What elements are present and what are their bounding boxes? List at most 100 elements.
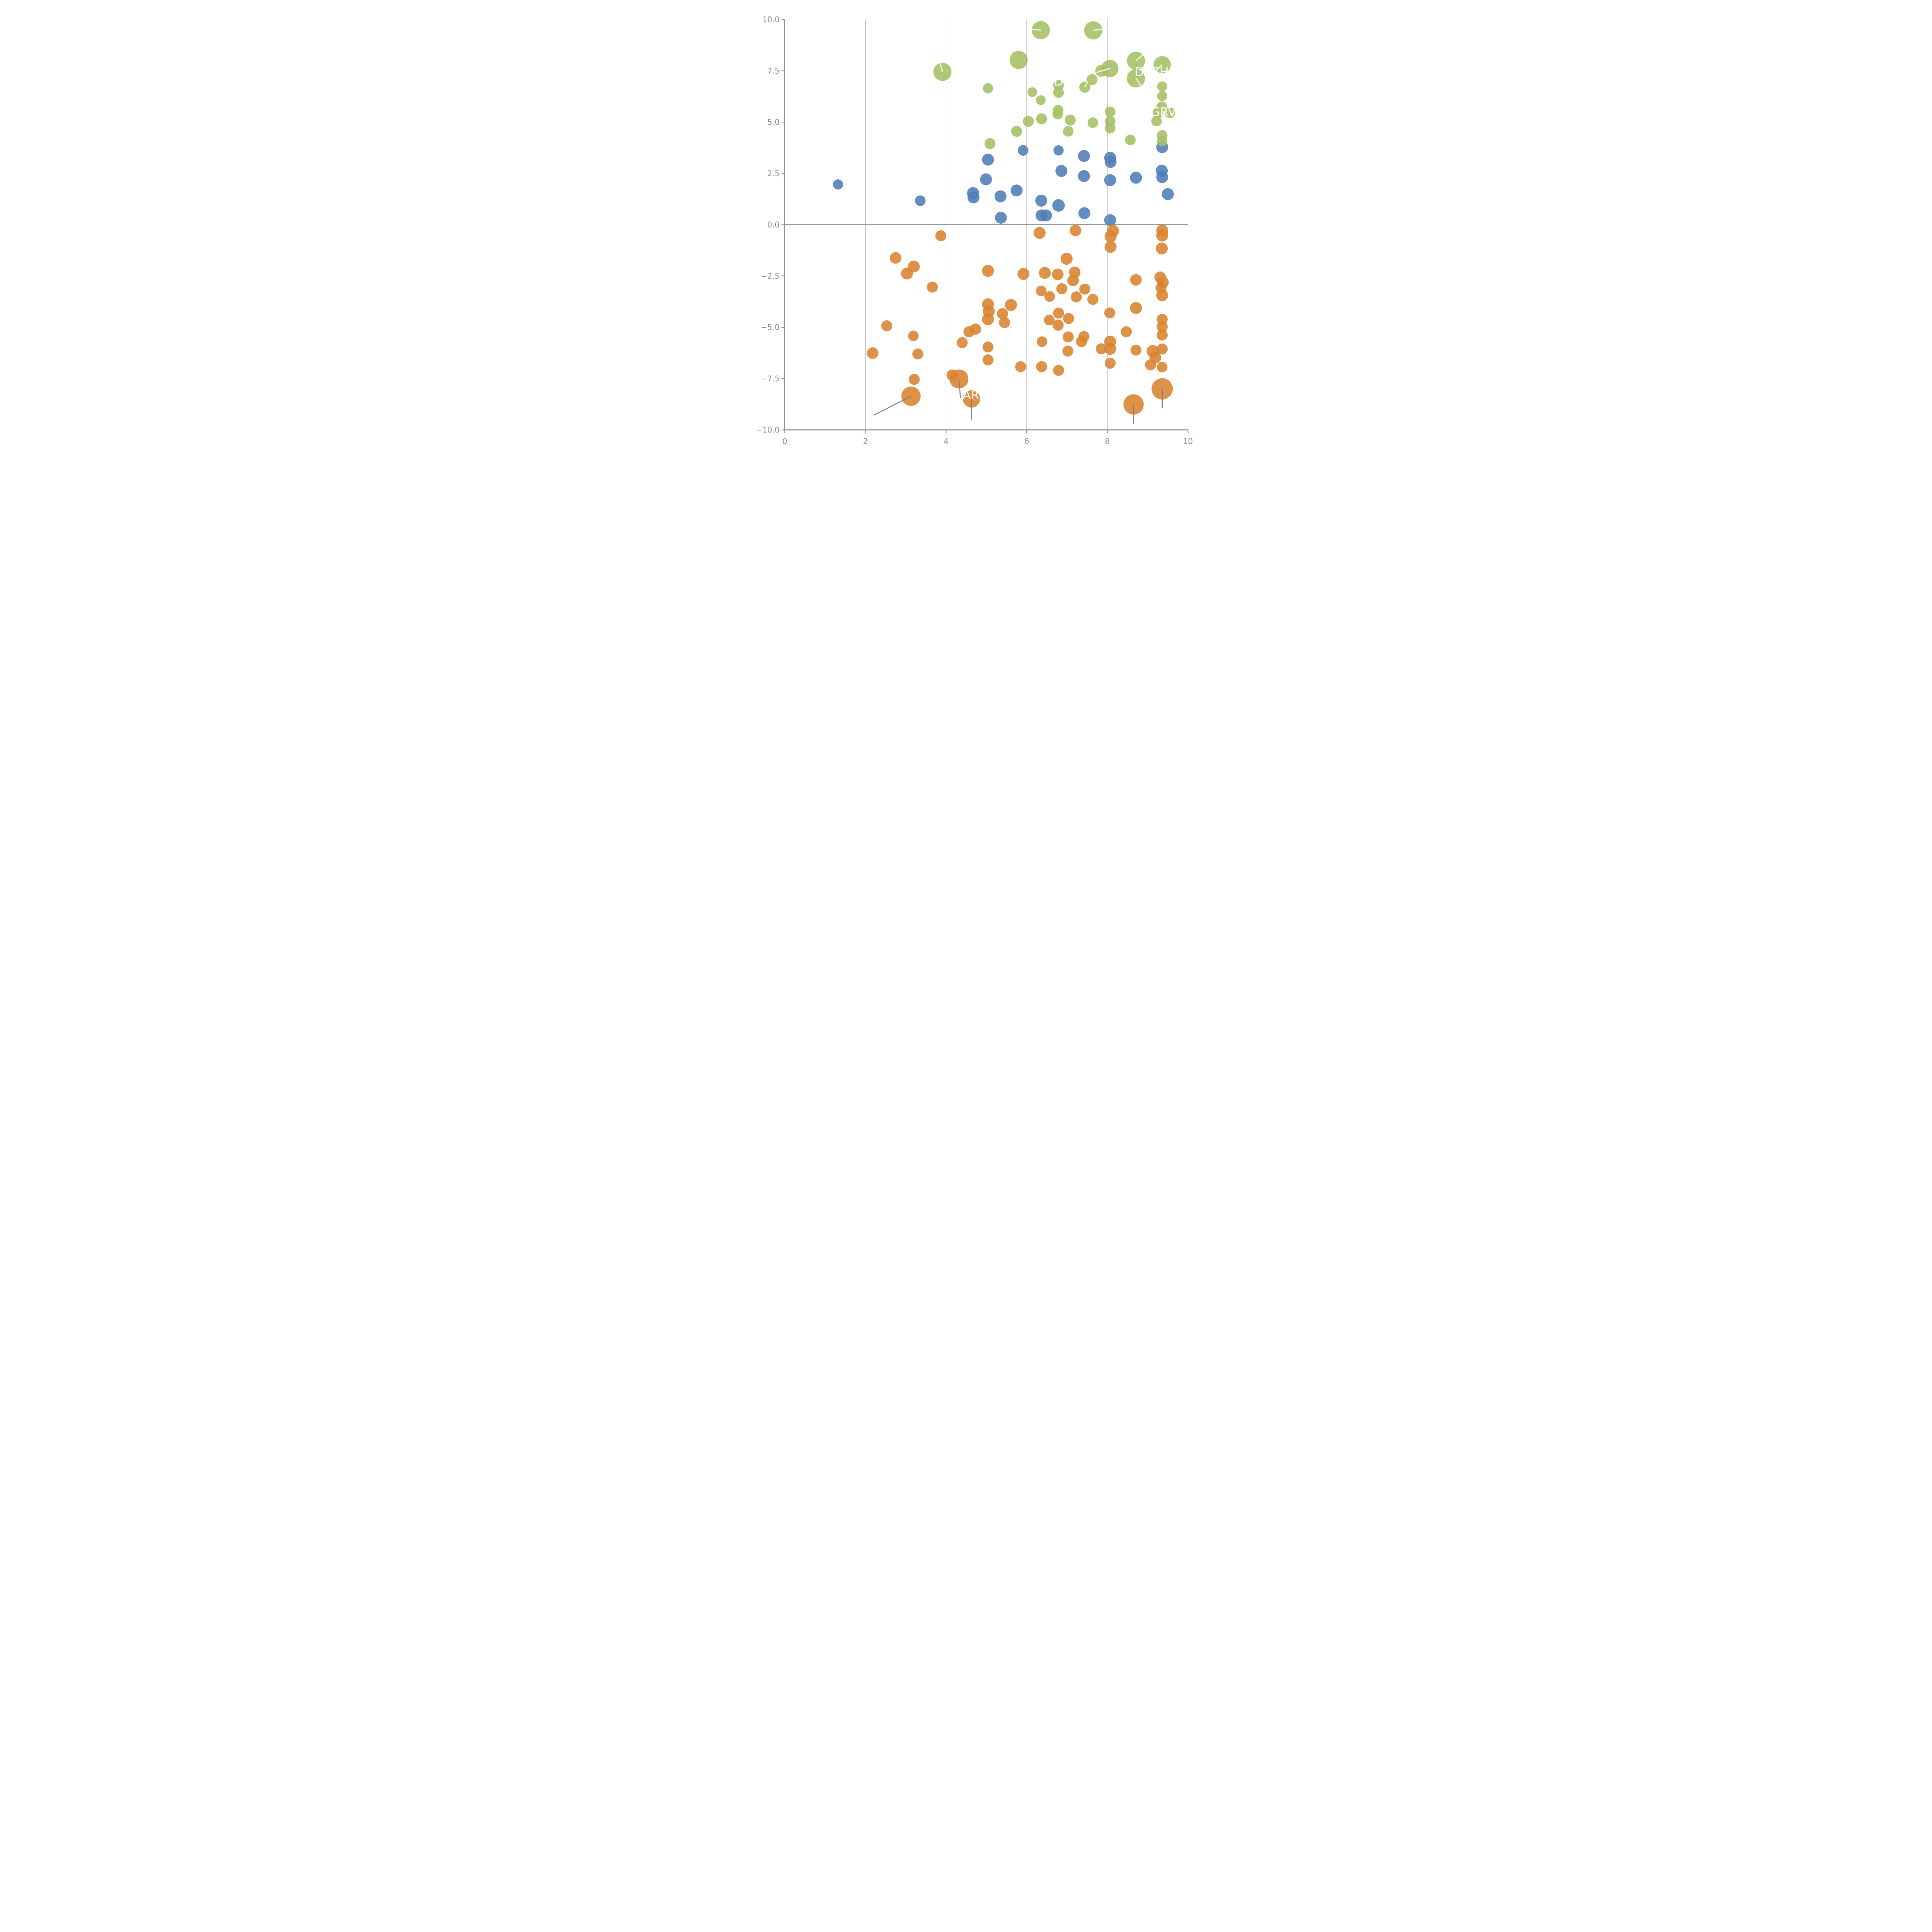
- bubble-orange: [1156, 230, 1168, 242]
- bubble-orange: [1056, 283, 1068, 294]
- bubble-needle: [874, 396, 912, 416]
- bubble-needle: [1135, 78, 1142, 88]
- bubble-orange: [1037, 336, 1048, 347]
- scatter-plot-svg: 10.0 7.5 5.0 2.5 0.0 −2.5 −5.0 −7.5 −10.00 2 4 6 8 10…: [756, 15, 1193, 446]
- bubble-blue: [1078, 170, 1090, 182]
- bubble-orange: [1130, 274, 1142, 286]
- bubble-blue: [833, 179, 843, 190]
- bubble-green: [1036, 95, 1046, 105]
- bubble-green: [1157, 81, 1167, 92]
- bubble-orange: [1053, 365, 1064, 376]
- bubble-orange: [1095, 343, 1107, 355]
- bubble-orange: [1079, 283, 1090, 295]
- bubble-blue: [995, 211, 1007, 224]
- bubble-needle: [939, 63, 943, 72]
- bubble-orange: [997, 308, 1008, 320]
- bubble-needle: [1093, 27, 1109, 31]
- bubble-blue: [982, 153, 994, 166]
- bubble-blue: [994, 190, 1007, 202]
- y-axis-tick-label: −5.0: [761, 323, 780, 332]
- bubble-orange: [1005, 299, 1017, 311]
- bubble-orange: [1017, 268, 1030, 280]
- x-axis-tick-label: 6: [1024, 437, 1029, 446]
- bubble-green: [1086, 74, 1098, 85]
- bubble-orange: [1063, 313, 1074, 324]
- bubble-orange: [935, 230, 947, 242]
- bubble-blue: [1130, 172, 1142, 184]
- bubble-blue: [1053, 145, 1064, 156]
- bubble-orange: [982, 354, 994, 366]
- bubble-orange: [970, 323, 981, 335]
- bubble-green: [1164, 107, 1175, 118]
- bubble-orange: [1156, 329, 1168, 341]
- bubble-blue: [1052, 199, 1065, 212]
- bubble-orange: [881, 320, 893, 332]
- bubble-needle: [1096, 68, 1110, 73]
- bubble-blue: [980, 173, 992, 185]
- bubble-orange: [1053, 308, 1064, 319]
- y-axis-tick-label: −10.0: [756, 425, 779, 435]
- bubble-green: [1152, 107, 1163, 118]
- bubble-scatter-chart: 10.0 7.5 5.0 2.5 0.0 −2.5 −5.0 −7.5 −10.0 0 2 4 6 8 10…: [724, 0, 1208, 483]
- bubble-orange: [927, 281, 938, 293]
- bubble-green: [1063, 126, 1074, 137]
- bubble-orange: [912, 348, 923, 360]
- bubble-orange: [1063, 331, 1074, 343]
- bubble-green: [1156, 136, 1168, 147]
- bubble-orange: [1130, 302, 1142, 314]
- bubble-orange: [999, 317, 1010, 328]
- bubble-orange: [1121, 326, 1132, 337]
- bubble-orange: [1070, 224, 1082, 236]
- bubble-orange: [1015, 361, 1026, 372]
- bubble-label: GRV: [1151, 105, 1176, 119]
- bubble-blue: [1010, 184, 1023, 197]
- bubble-green: [1052, 109, 1063, 120]
- x-axis-tick-label: 2: [863, 437, 868, 446]
- bubble-orange: [1130, 344, 1142, 356]
- x-axis-tick-label: 4: [944, 437, 949, 446]
- y-axis-tick-label: 0.0: [767, 220, 780, 230]
- y-axis-tick-label: 5.0: [767, 117, 780, 127]
- bubble-orange: [1156, 362, 1168, 372]
- bubble-orange: [1104, 357, 1116, 369]
- bubble-green: [1087, 117, 1098, 128]
- bubble-green: [1105, 123, 1116, 134]
- bubble-blue: [1104, 156, 1117, 168]
- bubble-green: [1027, 87, 1037, 97]
- bubble-blue: [1055, 165, 1068, 177]
- bubble-blue: [1104, 174, 1116, 186]
- bubble-green: [1009, 51, 1028, 69]
- bubble-orange: [982, 313, 994, 325]
- bubble-green: [1151, 116, 1162, 127]
- bubble-green: [1032, 21, 1050, 39]
- bubble-orange: [1156, 289, 1168, 301]
- bubble-label: ARI: [963, 388, 983, 402]
- bubble-orange: [1067, 274, 1079, 286]
- bubble-blue: [1162, 188, 1174, 200]
- bubble-orange: [1039, 267, 1051, 279]
- bubble-orange: [1156, 344, 1168, 355]
- y-axis-tick-label: 7.5: [767, 66, 780, 75]
- bubble-orange: [867, 347, 879, 359]
- bubble-orange: [1036, 361, 1047, 372]
- x-axis-tick-label: 8: [1105, 437, 1110, 446]
- bubble-green: [983, 83, 993, 94]
- bubble-orange: [1076, 336, 1087, 347]
- bubble-orange: [1087, 294, 1099, 305]
- bubble-orange: [1145, 359, 1156, 371]
- bubble-orange: [1036, 286, 1047, 296]
- bubble-orange: [908, 330, 919, 342]
- bubble-blue: [1035, 194, 1048, 207]
- bubble-orange: [1033, 227, 1046, 239]
- bubble-orange: [982, 265, 994, 277]
- bubble-green: [1065, 114, 1076, 126]
- y-axis-tick-label: −2.5: [761, 271, 780, 281]
- bubble-orange: [1156, 242, 1168, 255]
- x-axis-tick-label: 10: [1183, 437, 1193, 446]
- bubble-blue: [1040, 209, 1052, 222]
- bubble-orange: [1104, 241, 1117, 253]
- bubble-orange: [1060, 253, 1073, 265]
- bubble-needle: [1154, 64, 1163, 72]
- bubble-orange: [982, 341, 994, 353]
- y-axis-tick-label: −7.5: [761, 374, 780, 383]
